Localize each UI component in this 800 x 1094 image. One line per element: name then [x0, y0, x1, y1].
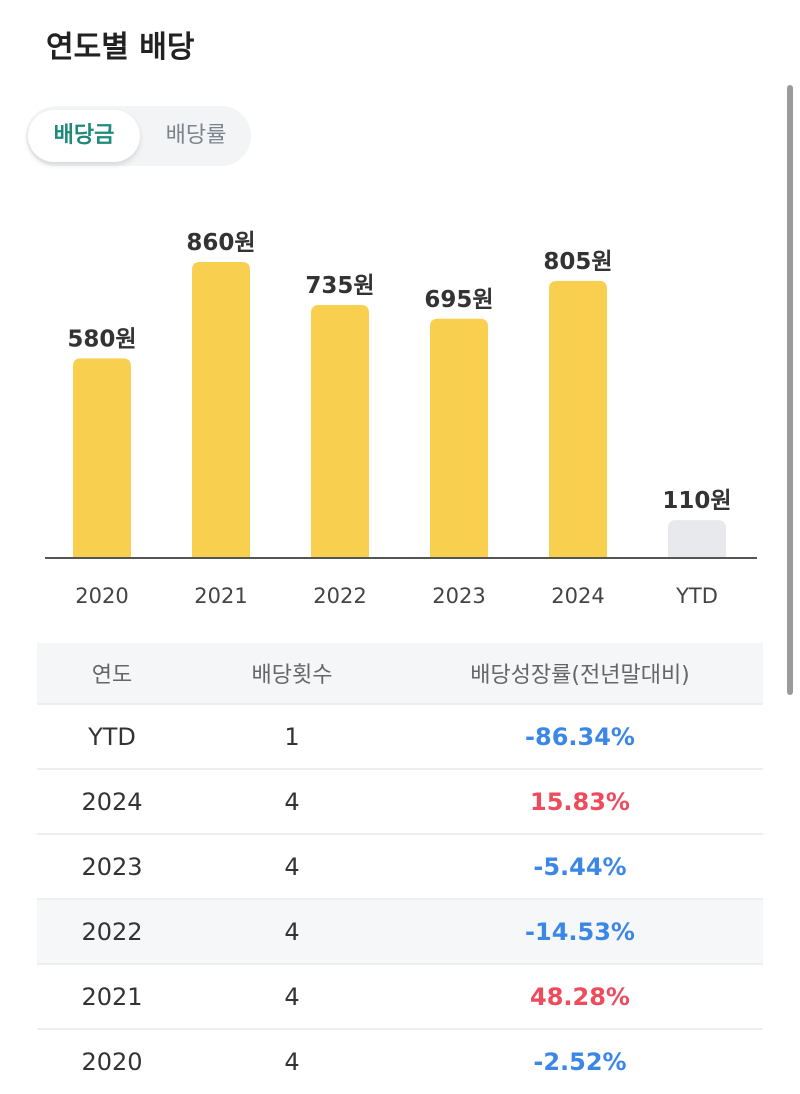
bar-value-label: 735원 [305, 273, 374, 299]
table-row[interactable]: 2023 4 -5.44% [37, 833, 763, 899]
table-row[interactable]: 2024 4 15.83% [37, 768, 763, 834]
dividend-table: 연도 배당횟수 배당성장률(전년말대비) YTD 1 -86.34% 2024 4 15.… [37, 643, 763, 1094]
x-tick-label: 2021 [194, 584, 247, 608]
x-tick-label: 2020 [75, 584, 128, 608]
bar-value-label: 580원 [67, 326, 136, 352]
cell-growth: -14.53% [397, 898, 763, 964]
dividend-bar-chart: 580원 2020 860원 2021 735원 2022 695원 2023 805원 2024… [45, 230, 757, 608]
cell-year: 2021 [37, 963, 187, 1029]
header-year: 연도 [37, 643, 187, 704]
bar-value-label: 805원 [543, 249, 612, 275]
bar-2021 [192, 262, 250, 558]
table-row[interactable]: 2022 4 -14.53% [37, 898, 763, 964]
bar-value-label: 695원 [424, 287, 493, 313]
bar-2022 [311, 305, 369, 558]
bar-value-label: 860원 [186, 230, 255, 256]
x-tick-label: 2022 [313, 584, 366, 608]
header-count: 배당횟수 [187, 643, 397, 704]
cell-year: 2024 [37, 768, 187, 834]
bar-YTD [668, 520, 726, 558]
cell-year: 2020 [37, 1028, 187, 1094]
cell-year: 2023 [37, 833, 187, 899]
cell-count: 4 [187, 768, 397, 834]
cell-count: 1 [187, 703, 397, 769]
bar-value-label: 110원 [662, 488, 731, 514]
tab-dividend-amount[interactable]: 배당금 [28, 110, 140, 162]
x-tick-label: 2023 [432, 584, 485, 608]
x-tick-label: 2024 [551, 584, 604, 608]
bar-2024 [549, 280, 607, 558]
cell-year: 2022 [37, 898, 187, 964]
table-row[interactable]: 2020 4 -2.52% [37, 1028, 763, 1094]
header-growth: 배당성장률(전년말대비) [397, 643, 763, 704]
table-row[interactable]: YTD 1 -86.34% [37, 703, 763, 769]
cell-growth: -2.52% [397, 1028, 763, 1094]
scrollbar[interactable] [787, 85, 793, 695]
tab-dividend-yield[interactable]: 배당률 [165, 123, 227, 148]
cell-year: YTD [37, 703, 187, 769]
cell-count: 4 [187, 833, 397, 899]
section-title: 연도별 배당 [46, 30, 195, 65]
cell-growth: 48.28% [397, 963, 763, 1029]
view-toggle: 배당금 배당률 [26, 106, 251, 166]
cell-growth: -86.34% [397, 703, 763, 769]
table-row[interactable]: 2021 4 48.28% [37, 963, 763, 1029]
cell-count: 4 [187, 1028, 397, 1094]
cell-count: 4 [187, 963, 397, 1029]
cell-growth: 15.83% [397, 768, 763, 834]
cell-count: 4 [187, 898, 397, 964]
bar-2023 [430, 318, 488, 558]
cell-growth: -5.44% [397, 833, 763, 899]
bar-2020 [73, 358, 131, 558]
x-tick-label: YTD [675, 584, 718, 608]
